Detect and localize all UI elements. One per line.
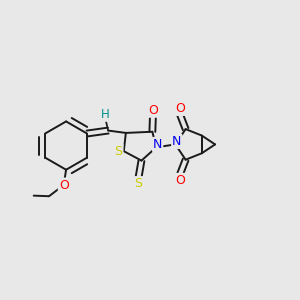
Text: S: S xyxy=(134,177,142,190)
Text: O: O xyxy=(175,174,185,187)
Text: S: S xyxy=(115,145,122,158)
Text: N: N xyxy=(172,135,182,148)
Text: O: O xyxy=(148,104,158,117)
Text: N: N xyxy=(153,138,162,151)
Text: O: O xyxy=(175,102,185,115)
Text: O: O xyxy=(59,178,69,191)
Text: H: H xyxy=(101,108,110,121)
